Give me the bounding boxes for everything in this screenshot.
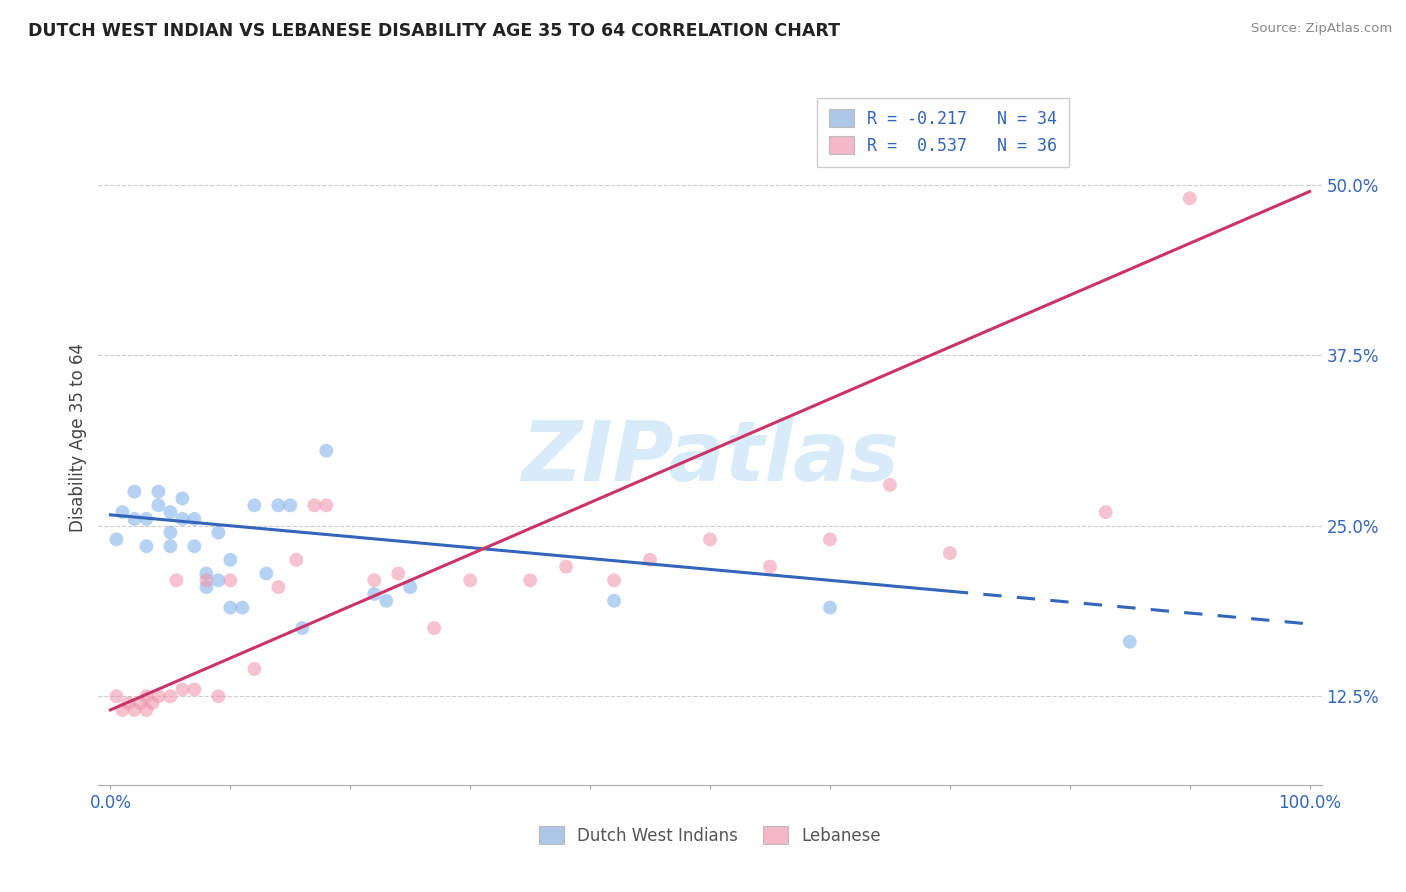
Point xyxy=(148,498,170,512)
Point xyxy=(124,484,146,499)
Point xyxy=(254,566,277,581)
Point xyxy=(363,587,385,601)
Point xyxy=(375,594,398,608)
Point xyxy=(183,682,205,697)
Point xyxy=(195,574,218,588)
Point xyxy=(165,574,187,588)
Point xyxy=(818,600,841,615)
Point xyxy=(172,512,194,526)
Text: DUTCH WEST INDIAN VS LEBANESE DISABILITY AGE 35 TO 64 CORRELATION CHART: DUTCH WEST INDIAN VS LEBANESE DISABILITY… xyxy=(28,22,841,40)
Point xyxy=(519,574,541,588)
Point xyxy=(304,498,326,512)
Point xyxy=(285,553,308,567)
Point xyxy=(135,512,157,526)
Point xyxy=(124,703,146,717)
Point xyxy=(195,566,218,581)
Point xyxy=(759,559,782,574)
Point xyxy=(219,574,242,588)
Point xyxy=(135,690,157,704)
Point xyxy=(124,512,146,526)
Point xyxy=(105,533,128,547)
Point xyxy=(939,546,962,560)
Point xyxy=(267,498,290,512)
Point xyxy=(141,696,163,710)
Legend: Dutch West Indians, Lebanese: Dutch West Indians, Lebanese xyxy=(530,818,890,853)
Point xyxy=(117,696,139,710)
Point xyxy=(207,690,229,704)
Point xyxy=(555,559,578,574)
Point xyxy=(159,505,181,519)
Point xyxy=(159,525,181,540)
Point xyxy=(183,539,205,553)
Point xyxy=(172,682,194,697)
Point xyxy=(387,566,409,581)
Point xyxy=(195,580,218,594)
Point xyxy=(278,498,301,512)
Point xyxy=(603,594,626,608)
Point xyxy=(458,574,481,588)
Text: ZIPatlas: ZIPatlas xyxy=(522,417,898,499)
Point xyxy=(172,491,194,506)
Point xyxy=(219,553,242,567)
Point xyxy=(638,553,661,567)
Point xyxy=(111,703,134,717)
Point xyxy=(1094,505,1116,519)
Point xyxy=(699,533,721,547)
Point xyxy=(1178,191,1201,205)
Point xyxy=(135,703,157,717)
Text: Source: ZipAtlas.com: Source: ZipAtlas.com xyxy=(1251,22,1392,36)
Point xyxy=(207,574,229,588)
Point xyxy=(243,498,266,512)
Point xyxy=(148,690,170,704)
Point xyxy=(148,484,170,499)
Point xyxy=(129,696,152,710)
Point xyxy=(879,478,901,492)
Point xyxy=(818,533,841,547)
Point xyxy=(315,498,337,512)
Point xyxy=(135,539,157,553)
Y-axis label: Disability Age 35 to 64: Disability Age 35 to 64 xyxy=(69,343,87,532)
Point xyxy=(315,443,337,458)
Point xyxy=(243,662,266,676)
Point xyxy=(159,690,181,704)
Point xyxy=(183,512,205,526)
Point xyxy=(219,600,242,615)
Point xyxy=(399,580,422,594)
Point xyxy=(231,600,253,615)
Point xyxy=(267,580,290,594)
Point xyxy=(423,621,446,635)
Point xyxy=(207,525,229,540)
Point xyxy=(363,574,385,588)
Point xyxy=(105,690,128,704)
Point xyxy=(159,539,181,553)
Point xyxy=(603,574,626,588)
Point xyxy=(111,505,134,519)
Point xyxy=(291,621,314,635)
Point xyxy=(1119,634,1142,648)
